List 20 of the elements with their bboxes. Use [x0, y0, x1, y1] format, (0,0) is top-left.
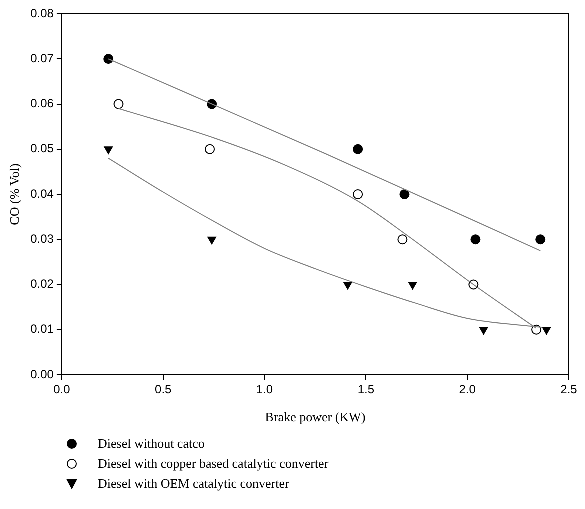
legend-label: Diesel with OEM catalytic converter	[98, 476, 290, 492]
y-tick-label: 0.00	[30, 367, 54, 382]
y-tick-label: 0.07	[30, 51, 54, 66]
y-tick-label: 0.06	[30, 96, 54, 111]
legend-label: Diesel with copper based catalytic converter	[98, 456, 329, 472]
y-axis-title: CO (% Vol)	[7, 164, 22, 226]
x-tick-label: 0.5	[155, 382, 172, 397]
y-tick-label: 0.01	[30, 322, 54, 336]
x-tick-label: 2.5	[560, 382, 578, 397]
y-tick-label: 0.05	[30, 142, 54, 156]
x-axis-title: Brake power (KW)	[265, 410, 366, 425]
y-tick-label: 0.04	[30, 186, 54, 201]
x-tick-label: 1.5	[358, 382, 375, 397]
y-tick-label: 0.08	[30, 6, 54, 20]
x-tick-label: 0.0	[54, 382, 71, 397]
x-tick-label: 2.0	[459, 382, 476, 397]
y-tick-label: 0.03	[30, 232, 54, 246]
x-tick-label: 1.0	[256, 382, 274, 397]
legend-label: Diesel without catco	[98, 436, 205, 452]
y-tick-label: 0.02	[30, 277, 54, 292]
